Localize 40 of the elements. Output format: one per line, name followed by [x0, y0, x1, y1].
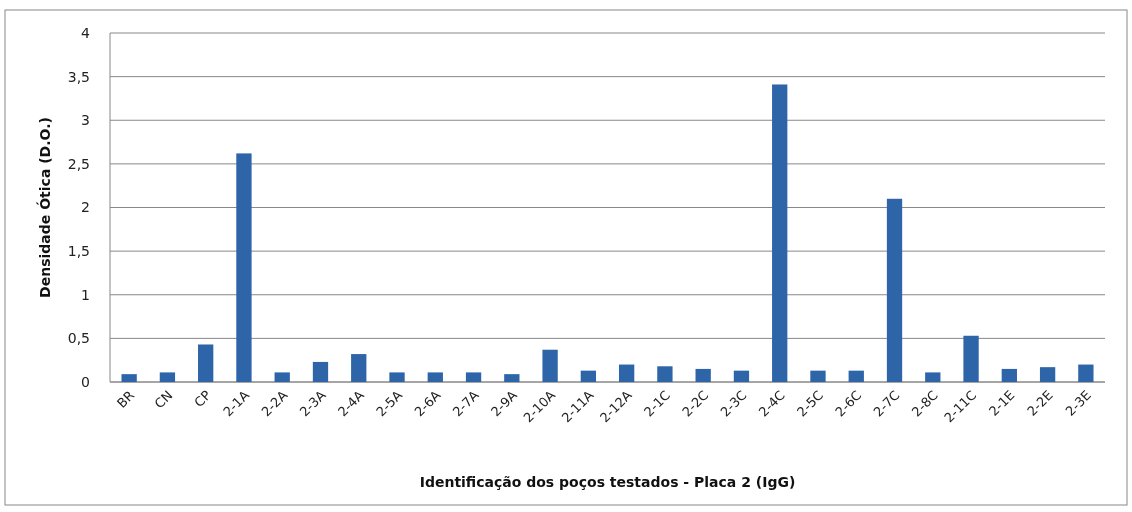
y-tick-label: 0	[81, 373, 90, 390]
bar	[886, 198, 903, 382]
bar	[925, 372, 941, 382]
bar	[159, 372, 176, 382]
bar	[389, 372, 405, 382]
x-tick-label: BR	[113, 387, 138, 411]
x-tick-label: CP	[191, 387, 214, 411]
y-tick-label: 3	[81, 112, 90, 129]
x-axis-title: Identificação dos poços testados - Placa 2 (IgG)	[419, 474, 796, 490]
bar	[427, 372, 443, 382]
bar	[274, 372, 290, 382]
y-tick-label: 4	[81, 24, 91, 41]
bar	[351, 354, 367, 382]
bar	[733, 370, 750, 382]
y-axis-title: Densidade Ótica (D.O.)	[36, 117, 53, 298]
bar	[236, 153, 252, 382]
bar	[1078, 364, 1094, 382]
bar	[772, 84, 788, 382]
bar	[504, 374, 520, 382]
bar	[1001, 368, 1017, 382]
bar	[657, 366, 673, 382]
y-tick-label: 2	[81, 199, 90, 216]
bar	[618, 364, 635, 382]
y-tick-label: 1,5	[67, 243, 90, 260]
bar	[465, 372, 482, 382]
bar	[848, 370, 864, 382]
bar	[810, 370, 826, 382]
bar	[312, 361, 329, 382]
bar	[580, 370, 597, 382]
bar	[542, 349, 558, 382]
y-tick-label: 2,5	[67, 155, 90, 172]
y-tick-label: 1	[81, 286, 90, 303]
x-tick-label: CN	[151, 387, 176, 412]
bar	[695, 368, 711, 382]
bar	[198, 344, 214, 382]
bar	[121, 374, 137, 382]
bar	[1039, 367, 1056, 382]
bar	[963, 335, 979, 382]
y-tick-label: 0,5	[67, 330, 90, 347]
y-tick-label: 3,5	[67, 68, 90, 85]
